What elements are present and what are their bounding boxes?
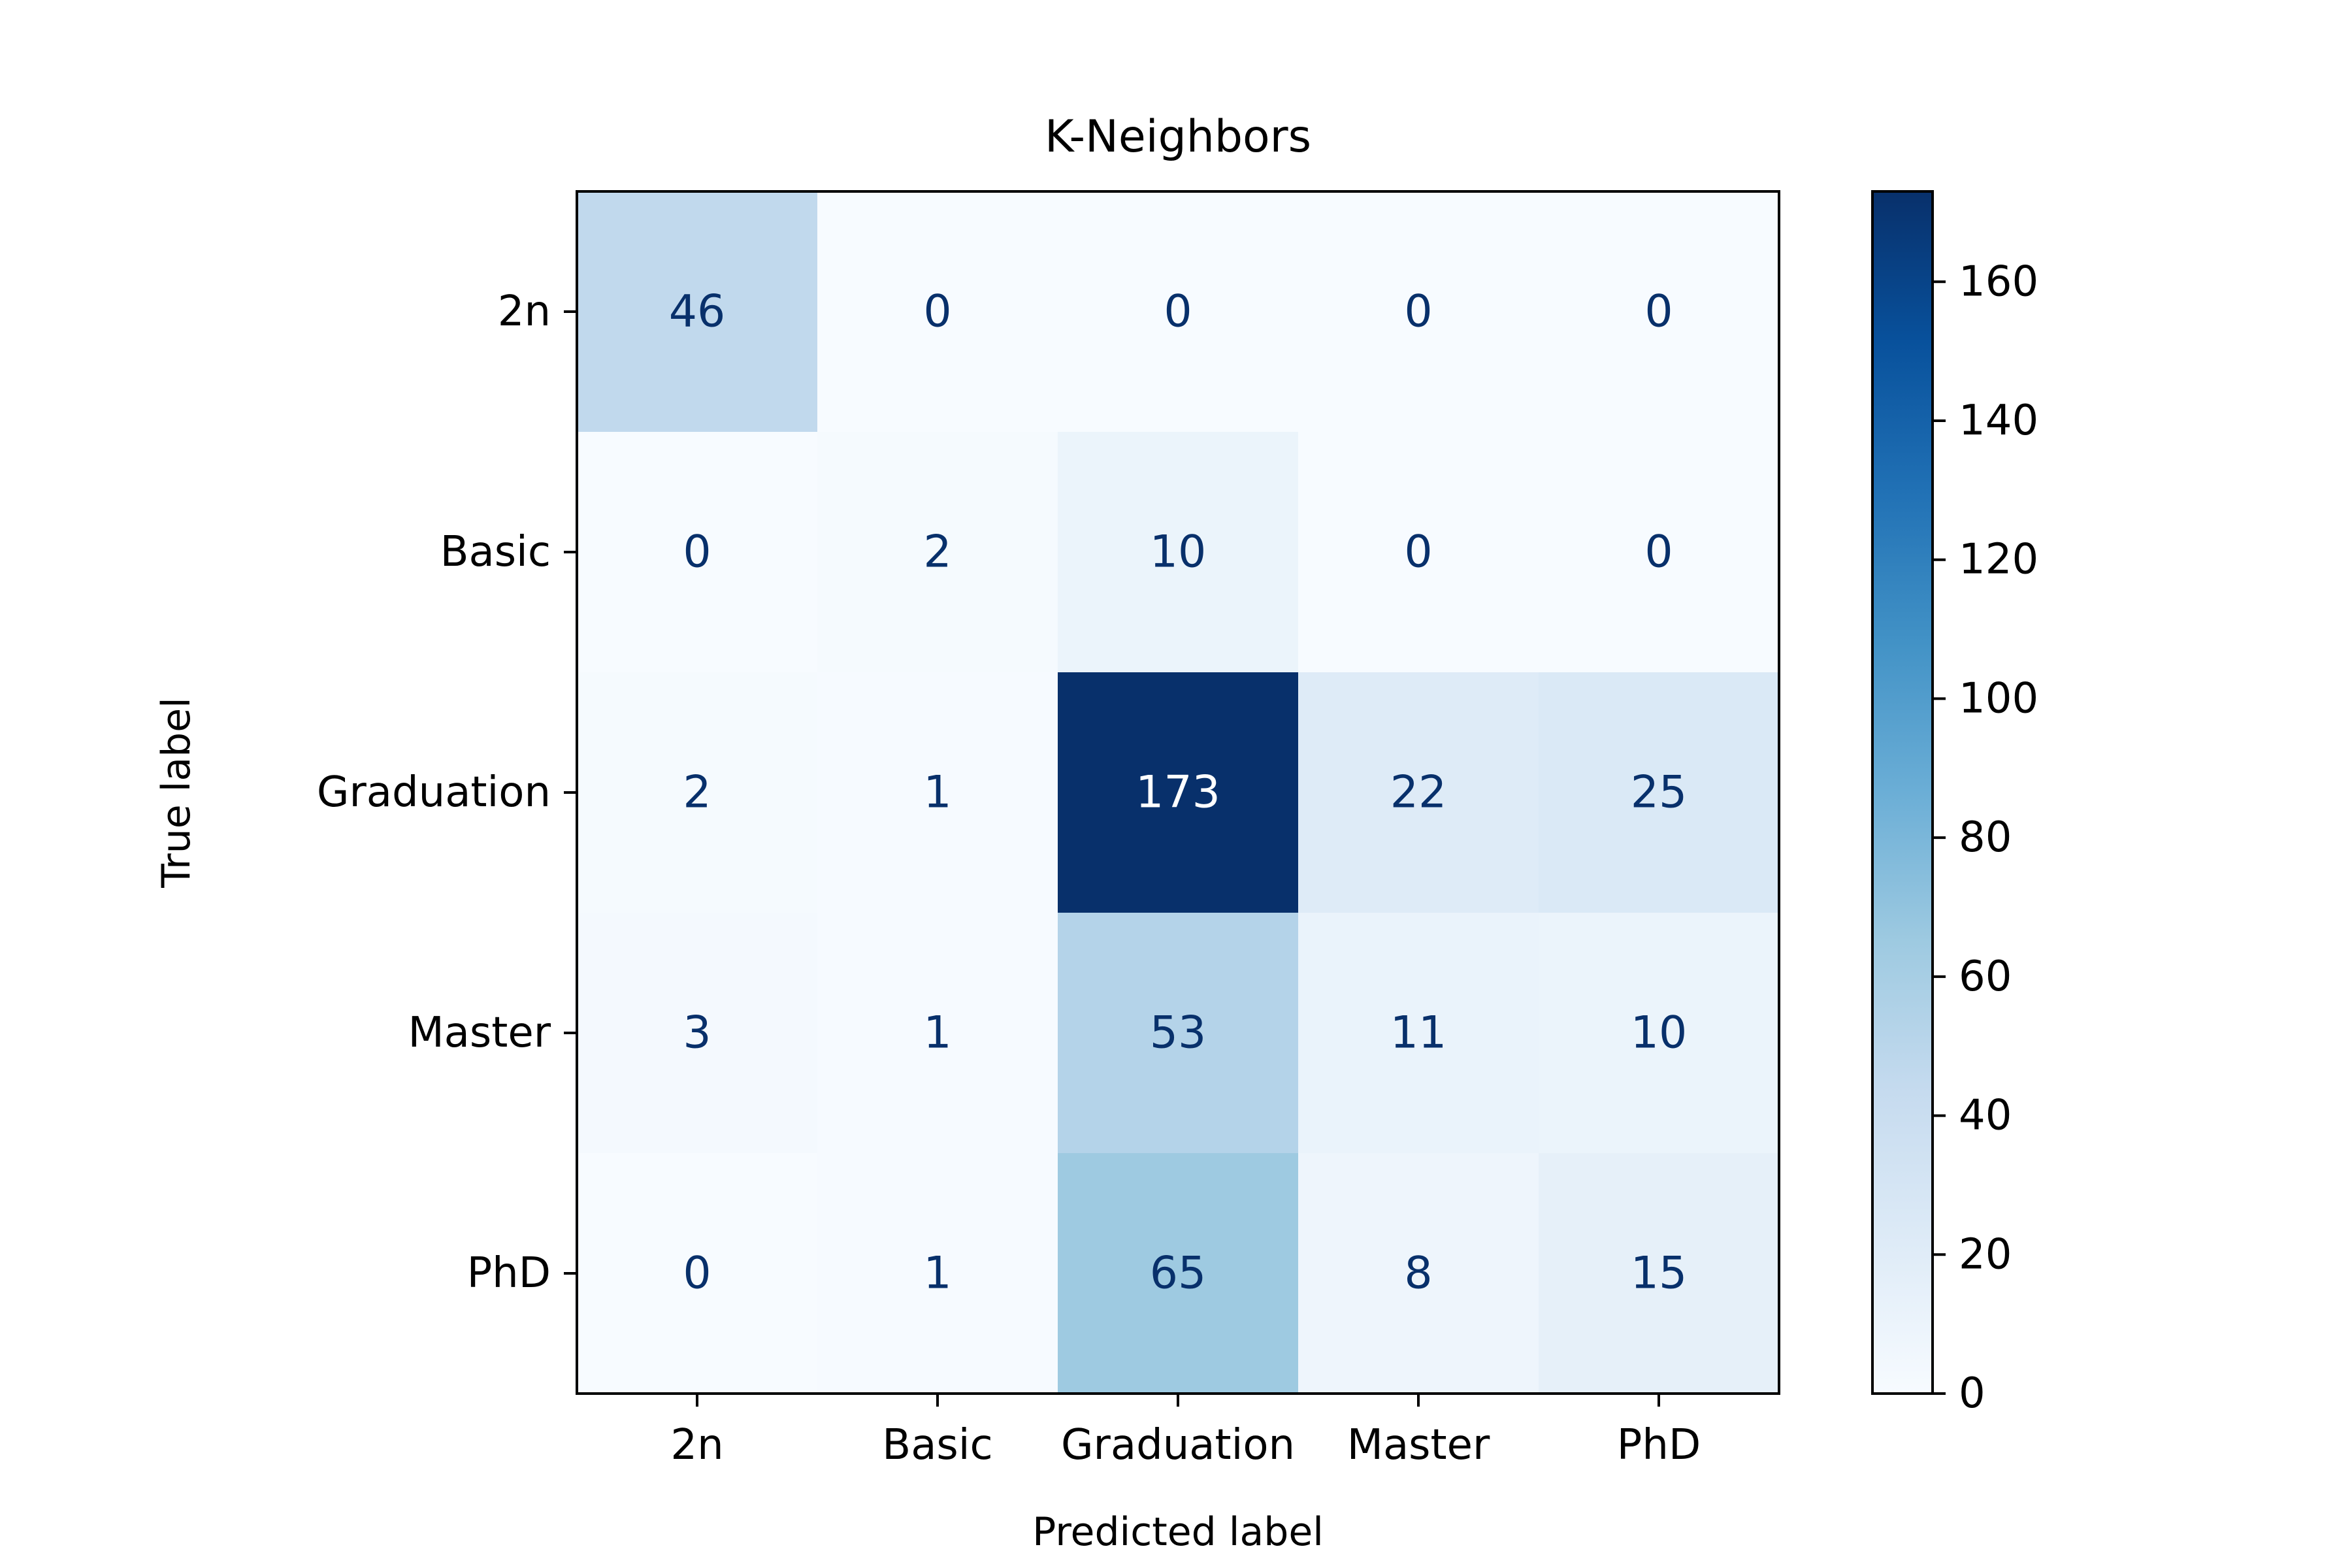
matrix-cell [1298, 432, 1539, 673]
matrix-cell [1539, 913, 1780, 1154]
cell-value-label: 2 [683, 767, 711, 819]
matrix-cell [1298, 913, 1539, 1154]
y-tick-label: Basic [440, 528, 551, 576]
cell-value-label: 8 [1404, 1248, 1432, 1299]
matrix-cell [1539, 432, 1780, 673]
matrix-cell [1539, 191, 1780, 433]
matrix-cell [577, 1153, 818, 1394]
colorbar-tick-label: 80 [1959, 813, 2012, 862]
matrix-cell [577, 913, 818, 1154]
matrix-cell [1539, 672, 1780, 913]
colorbar-tick-label: 0 [1959, 1369, 1985, 1418]
cell-value-label: 2 [923, 527, 951, 578]
cell-value-label: 53 [1150, 1007, 1207, 1059]
matrix-cell [817, 191, 1058, 433]
matrix-cell [1058, 913, 1299, 1154]
y-axis-ticks: 2n Basic Graduation Master PhD [317, 287, 577, 1298]
y-tick-label: Master [408, 1009, 551, 1057]
matrix-cell [1058, 672, 1299, 913]
x-axis-label: Predicted label [1032, 1509, 1324, 1555]
x-tick-label: Basic [882, 1421, 992, 1469]
matrix-cell [817, 672, 1058, 913]
cell-value-label: 0 [1404, 527, 1432, 578]
colorbar-tick-label: 60 [1959, 953, 2012, 1001]
cell-value-label: 10 [1150, 527, 1207, 578]
x-tick-label: Graduation [1061, 1421, 1295, 1469]
cell-value-label: 0 [683, 1248, 711, 1299]
colorbar-tick-label: 100 [1959, 674, 2038, 723]
cell-value-label: 0 [683, 527, 711, 578]
matrix-cell [1058, 1153, 1299, 1394]
matrix-cell [1058, 191, 1299, 433]
cell-value-label: 46 [669, 286, 726, 338]
cell-value-label: 1 [923, 1007, 951, 1059]
cell-value-label: 25 [1631, 767, 1688, 819]
x-axis-ticks: 2n Basic Graduation Master PhD [670, 1394, 1701, 1469]
matrix-cells [577, 191, 1780, 1394]
chart-title: K-Neighbors [1045, 111, 1311, 163]
matrix-cell [577, 672, 818, 913]
matrix-cell [1298, 191, 1539, 433]
y-tick-label: PhD [467, 1249, 551, 1298]
colorbar-tick-label: 40 [1959, 1092, 2012, 1140]
cell-value-label: 11 [1390, 1007, 1447, 1059]
cell-value-label: 15 [1631, 1248, 1688, 1299]
cell-value-label: 0 [1644, 527, 1673, 578]
matrix-cell [817, 432, 1058, 673]
cell-value-label: 173 [1135, 767, 1220, 819]
cell-value-label: 0 [923, 286, 951, 338]
colorbar-tick-label: 20 [1959, 1230, 2012, 1279]
y-tick-label: Graduation [317, 768, 551, 817]
matrix-cell [1539, 1153, 1780, 1394]
matrix-cell [1298, 672, 1539, 913]
cell-value-label: 10 [1631, 1007, 1688, 1059]
colorbar-tick-label: 120 [1959, 536, 2038, 584]
cell-value-label: 3 [683, 1007, 711, 1059]
cell-value-label: 22 [1390, 767, 1447, 819]
cell-value-label: 0 [1404, 286, 1432, 338]
matrix-cell [577, 191, 818, 433]
matrix-cell [577, 432, 818, 673]
cell-value-label: 1 [923, 767, 951, 819]
matrix-cell [1298, 1153, 1539, 1394]
x-tick-label: Master [1347, 1421, 1490, 1469]
matrix-cell [817, 1153, 1058, 1394]
y-tick-label: 2n [498, 287, 551, 336]
x-tick-label: 2n [670, 1421, 723, 1469]
x-tick-label: PhD [1617, 1421, 1701, 1469]
colorbar-tick-label: 140 [1959, 397, 2038, 445]
cell-value-label: 1 [923, 1248, 951, 1299]
cell-value-label: 65 [1150, 1248, 1207, 1299]
y-axis-label: True label [154, 697, 199, 889]
colorbar-tick-label: 160 [1959, 257, 2038, 306]
matrix-cell-labels: 46 0 0 0 0 0 2 10 0 0 2 1 173 22 25 3 1 53 11 10 0 1 65 8 15 [669, 286, 1688, 1299]
cell-value-label: 0 [1644, 286, 1673, 338]
colorbar [1871, 190, 1934, 1395]
matrix-cell [817, 913, 1058, 1154]
colorbar-ticks: 0 20 40 60 80 100 120 140 160 [1933, 257, 2038, 1418]
matrix-cell [1058, 432, 1299, 673]
cell-value-label: 0 [1164, 286, 1192, 338]
